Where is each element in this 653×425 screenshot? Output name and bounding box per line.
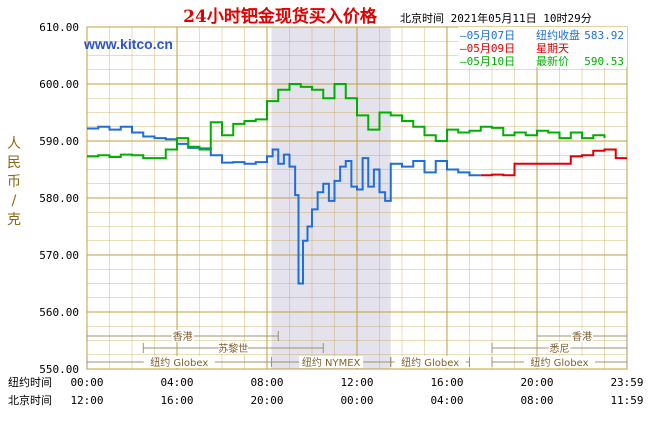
y-tick-label: 570.00 — [39, 249, 79, 262]
session-globex-1: 纽约 Globex — [86, 356, 272, 369]
session-label-bg — [548, 342, 571, 354]
x-tick-label-bj: 12:00 — [70, 394, 103, 407]
x-tick-label-ny: 08:00 — [250, 376, 283, 389]
session-globex-3: 纽约 Globex — [491, 356, 628, 369]
y-tick-label: 600.00 — [39, 78, 79, 91]
y-tick-labels: 610.00 600.00 590.00 580.00 570.00 560.00 550.… — [39, 21, 79, 376]
legend-label: 纽约收盘 — [536, 28, 580, 42]
legend: —05月07日 纽约收盘 583.92 —05月09日 星期天 —05月10日 最新价 590… — [458, 27, 627, 68]
y-axis-label-char: 币 — [7, 174, 21, 190]
session-label-bg — [143, 356, 215, 368]
x-tick-labels: 00:00 04:00 08:00 12:00 16:00 20:00 23:59 12:00… — [70, 376, 643, 407]
x-tick-label-bj: 04:00 — [430, 394, 463, 407]
price-series — [87, 83, 627, 285]
session-label: 香港 — [173, 331, 193, 343]
x-tick-label-ny: 00:00 — [70, 376, 103, 389]
y-tick-label: 590.00 — [39, 135, 79, 148]
x-tick-label-ny: 12:00 — [340, 376, 373, 389]
watermark-link[interactable]: www.kitco.cn — [83, 36, 173, 52]
session-hongkong: 香港 — [86, 330, 279, 343]
session-globex-2: 纽约 Globex — [390, 356, 470, 369]
session-label: 纽约 NYMEX — [302, 356, 361, 369]
x-tick-label-ny: 04:00 — [160, 376, 193, 389]
series-line-1 — [480, 148, 627, 177]
y-axis-label-char: 人 — [7, 136, 21, 152]
y-axis-label-char: 克 — [7, 212, 21, 228]
y-tick-label: 580.00 — [39, 192, 79, 205]
gridlines — [86, 26, 628, 370]
x-tick-label-ny: 20:00 — [520, 376, 553, 389]
legend-box — [458, 27, 627, 67]
session-label-bg — [524, 356, 595, 368]
chart-title: 24小时钯金现货买入价格 — [183, 6, 378, 27]
session-label: 纽约 Globex — [401, 356, 459, 369]
legend-label: 最新价 — [536, 54, 569, 68]
x-row-label-bj: 北京时间 — [8, 393, 52, 407]
session-label-bg — [571, 330, 593, 342]
legend-label: 星期天 — [536, 42, 569, 55]
session-paris: 苏黎世 — [142, 342, 324, 355]
y-tick-label: 610.00 — [39, 21, 79, 34]
series-line-2 — [87, 83, 606, 160]
x-tick-label-ny: 16:00 — [430, 376, 463, 389]
session-nymex: 纽约 NYMEX — [271, 356, 392, 369]
session-label-bg — [299, 356, 364, 368]
legend-value: 583.92 — [584, 29, 624, 42]
session-label: 香港 — [572, 331, 592, 343]
legend-value: 590.53 — [584, 55, 624, 68]
header-time: 北京时间 2021年05月11日 10时29分 — [400, 11, 592, 25]
session-label-bg — [171, 330, 194, 342]
y-tick-label: 550.00 — [39, 363, 79, 376]
session-label: 苏黎世 — [218, 342, 248, 355]
x-tick-label-bj: 16:00 — [160, 394, 193, 407]
session-label-bg — [394, 356, 466, 368]
legend-date: —05月10日 — [460, 55, 515, 68]
y-tick-label: 560.00 — [39, 306, 79, 319]
legend-date: —05月07日 — [460, 29, 515, 42]
x-tick-label-bj: 11:59 — [610, 394, 643, 407]
x-tick-label-ny: 23:59 — [610, 376, 643, 389]
session-label-bg — [218, 342, 248, 354]
session-label: 悉尼 — [550, 343, 570, 355]
x-row-label-ny: 纽约时间 — [8, 375, 52, 389]
session-label: 纽约 Globex — [530, 356, 588, 369]
x-tick-label-bj: 00:00 — [340, 394, 373, 407]
y-axis-label-char: / — [12, 193, 17, 209]
y-axis-label-char: 民 — [7, 155, 21, 171]
session-hongkong-2: 香港 — [536, 330, 628, 343]
session-label: 纽约 Globex — [150, 356, 208, 369]
x-tick-label-bj: 08:00 — [520, 394, 553, 407]
x-tick-label-bj: 20:00 — [250, 394, 283, 407]
legend-date: —05月09日 — [460, 42, 515, 55]
session-sydney: 悉尼 — [491, 342, 628, 355]
y-axis-label: 人民币 / 克 — [7, 136, 21, 228]
